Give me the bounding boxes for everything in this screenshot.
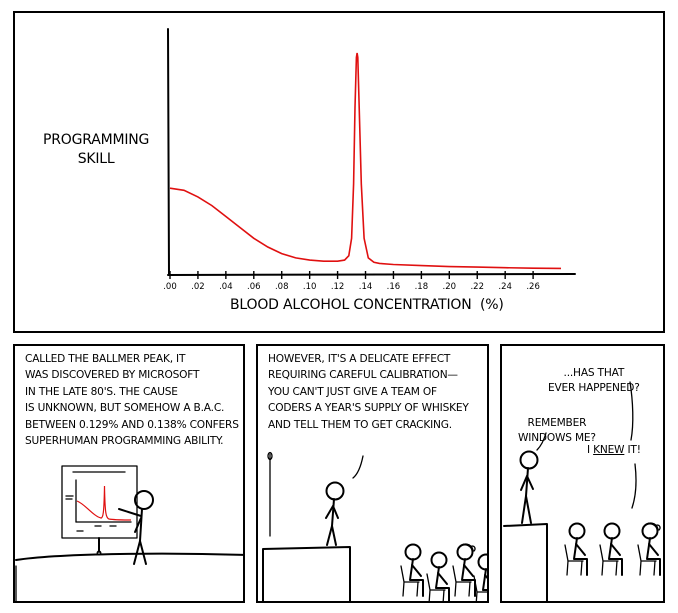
comic-panel-ballmer-discovery: CALLED THE BALLMER PEAK, IT WAS DISCOVER…: [13, 344, 245, 603]
speech-right-pre: I: [587, 444, 594, 456]
x-tick-label: .14: [359, 282, 373, 292]
audience: [564, 522, 661, 576]
audience-head: [477, 553, 487, 571]
x-axis-label: BLOOD ALCOHOL CONCENTRATION (%): [230, 297, 504, 313]
x-tick-label: .18: [415, 282, 429, 292]
speech-right-post: IT!: [624, 444, 641, 456]
audience-body: [435, 566, 450, 601]
speech-i-knew-it: I KNEW IT!: [587, 444, 641, 456]
x-tick-label: .20: [443, 282, 457, 292]
stage: [15, 552, 243, 561]
speaker-head: [519, 450, 539, 470]
x-tick-label: .10: [303, 282, 317, 292]
audience-body: [482, 568, 487, 591]
chair: [400, 565, 420, 597]
audience-arm: [437, 572, 448, 585]
speech-has-that-happened: ...HAS THAT EVER HAPPENED?: [548, 350, 640, 397]
presenter-scene: [15, 465, 243, 601]
audience-arm: [411, 564, 422, 577]
audience-arm: [463, 564, 474, 577]
chart-panel: PROGRAMMING SKILL BLOOD ALCOHOL CONCENTR…: [13, 11, 665, 333]
audience-body: [573, 537, 588, 576]
chair: [564, 544, 584, 576]
audience-body: [608, 537, 623, 576]
audience-arm: [484, 574, 487, 580]
speaker-head: [325, 481, 345, 501]
audience-arm: [648, 543, 659, 556]
x-tick-label: .06: [247, 282, 261, 292]
x-tick-label: .24: [498, 282, 512, 292]
audience-arm: [610, 543, 621, 556]
podium: [262, 546, 351, 601]
podium: [503, 523, 548, 601]
chair: [426, 573, 446, 601]
comic-panel-calibration: HOWEVER, IT'S A DELICATE EFFECT REQUIRIN…: [256, 344, 489, 603]
x-tick-label: .26: [526, 282, 540, 292]
easel-board: [61, 465, 138, 539]
hair: [458, 543, 476, 552]
audience-body: [461, 558, 476, 597]
presenter-head: [134, 490, 154, 510]
audience-head: [430, 551, 448, 569]
speaker-scene: [262, 451, 487, 601]
windows-me-scene: [503, 381, 661, 601]
x-tick-label: .12: [331, 282, 345, 292]
x-tick-label: .00: [163, 282, 177, 292]
audience: [400, 543, 487, 601]
audience-body: [409, 558, 424, 597]
y-axis: [167, 28, 170, 276]
x-tick-label: .16: [387, 282, 401, 292]
x-tick-label: .02: [191, 282, 205, 292]
audience-body: [646, 537, 661, 576]
y-axis-label: PROGRAMMING SKILL: [43, 132, 150, 167]
audience-head: [603, 522, 621, 540]
comic-panel-windows-me: ...HAS THAT EVER HAPPENED? REMEMBER WIND…: [500, 344, 665, 603]
caption-text: HOWEVER, IT'S A DELICATE EFFECT REQUIRIN…: [268, 353, 469, 431]
mini-curve: [76, 485, 132, 521]
audience-head: [568, 522, 586, 540]
chair: [637, 544, 657, 576]
chair: [473, 575, 487, 601]
speech-right-emphasis: KNEW: [593, 444, 625, 456]
x-tick-label: .22: [470, 282, 484, 292]
audience-head: [404, 543, 422, 561]
speech-top-text: ...HAS THAT EVER HAPPENED?: [548, 366, 640, 395]
ballmer-peak-chart: .00 .02 .04 .06 .08 .10 .12 .14 .16 .18 .20 .22 .24.…: [163, 28, 576, 292]
x-axis: [167, 273, 576, 276]
x-tick-label: .08: [275, 282, 289, 292]
chair: [599, 544, 619, 576]
chair: [452, 565, 472, 597]
hair: [643, 522, 661, 531]
skill-curve: [169, 52, 562, 270]
x-tick-label: .04: [219, 282, 233, 292]
audience-arm: [575, 543, 586, 556]
pointer-arm: [118, 508, 142, 517]
caption-text: CALLED THE BALLMER PEAK, IT WAS DISCOVER…: [25, 353, 239, 448]
